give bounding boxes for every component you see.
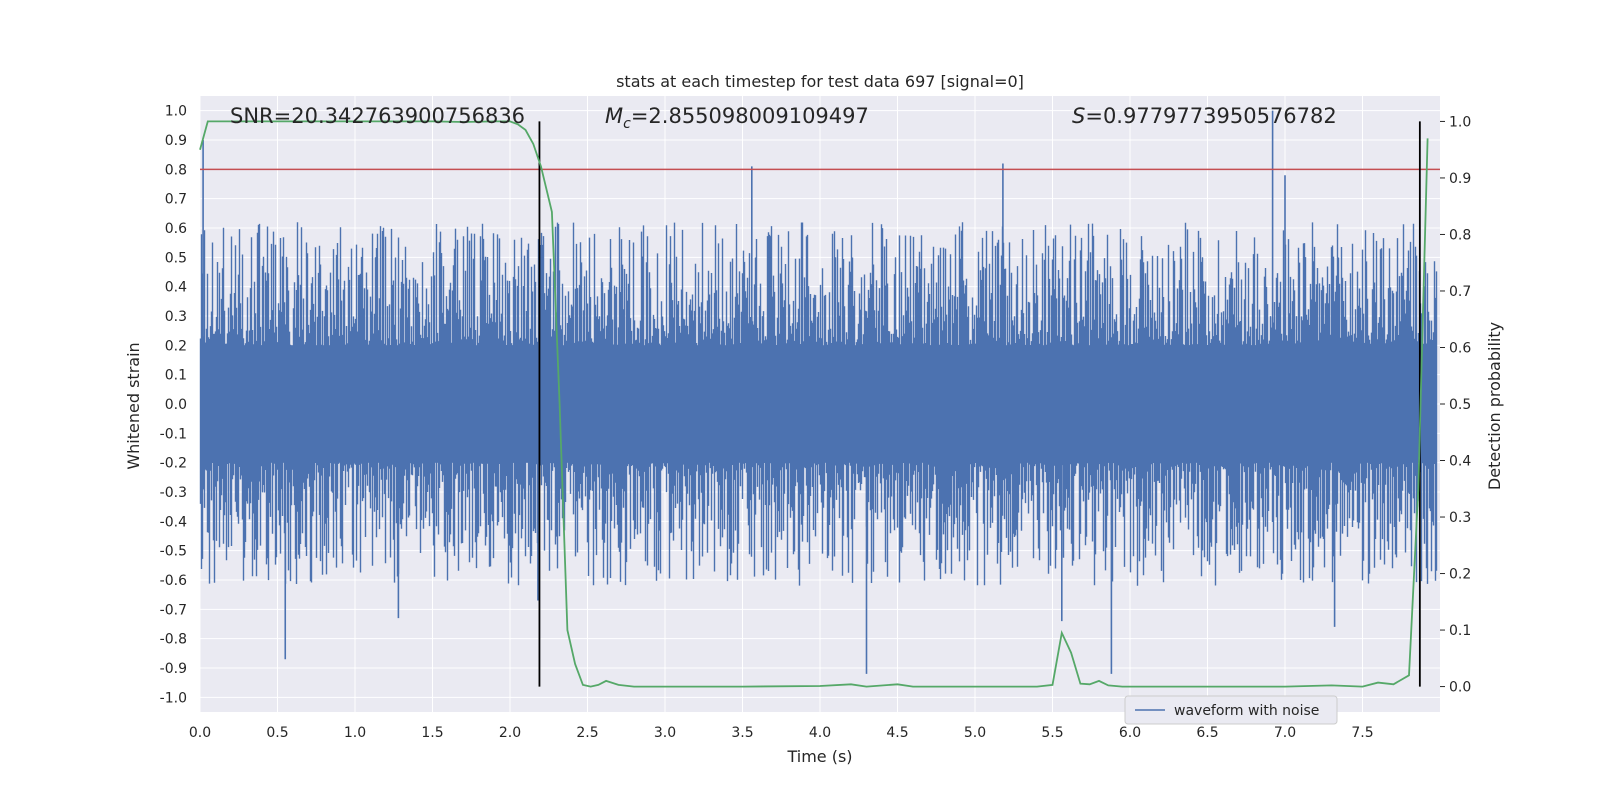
chirp-mass-symbol: M <box>605 104 623 128</box>
x-tick-label: 2.5 <box>576 725 598 741</box>
y-left-axis-label: Whitened strain <box>124 342 143 469</box>
y-left-tick-label: -0.2 <box>160 456 187 472</box>
x-tick-label: 0.5 <box>266 725 288 741</box>
y-left-tick-label: 0.7 <box>165 192 187 208</box>
x-axis-ticks: 0.0 0.5 1.0 1.5 2.0 2.5 3.0 3.5 4.0 4.5 5.0 5.5 6.0 6… <box>189 725 1374 741</box>
s-annotation: S=0.9779773950576782 <box>1072 104 1337 128</box>
chart-title: stats at each timestep for test data 697… <box>616 72 1024 91</box>
x-axis-label: Time (s) <box>786 747 852 766</box>
y-left-tick-label: -0.7 <box>160 602 187 618</box>
y-left-tick-label: -0.4 <box>160 514 187 530</box>
legend-box <box>1124 695 1338 725</box>
x-tick-label: 0.0 <box>189 725 211 741</box>
legend: waveform with noise <box>1124 695 1338 725</box>
y-right-tick-label: 0.4 <box>1449 454 1471 470</box>
legend-waveform-label: waveform with noise <box>1174 703 1319 719</box>
y-right-tick-label: 0.9 <box>1449 171 1471 187</box>
x-tick-label: 4.0 <box>809 725 831 741</box>
y-left-tick-label: -0.9 <box>160 661 187 677</box>
y-left-tick-label: -0.3 <box>160 485 187 501</box>
x-tick-label: 1.0 <box>344 725 366 741</box>
y-right-tick-label: 0.2 <box>1449 567 1471 583</box>
y-left-tick-label: 0.5 <box>165 250 187 266</box>
x-tick-label: 3.0 <box>654 725 676 741</box>
y-left-tick-label: -1.0 <box>160 690 187 706</box>
snr-annotation: SNR=20.342763900756836 <box>230 104 525 128</box>
probability-series <box>199 120 1429 688</box>
s-symbol: S <box>1072 104 1085 128</box>
x-tick-label: 7.5 <box>1351 725 1373 741</box>
y-left-tick-label: 0.6 <box>165 221 187 237</box>
chirp-mass-annotation: Mc=2.855098009109497 <box>605 104 869 132</box>
chirp-mass-value: =2.855098009109497 <box>631 104 869 128</box>
y-right-tick-label: 0.6 <box>1449 340 1471 356</box>
y-right-axis-label: Detection probability <box>1485 322 1504 490</box>
y-left-tick-label: 0.8 <box>165 162 187 178</box>
y-left-tick-label: -0.1 <box>160 426 187 442</box>
waveform-series <box>199 110 1438 674</box>
y-left-tick-label: 0.3 <box>165 309 187 325</box>
y-left-tick-label: -0.8 <box>160 632 187 648</box>
y-right-axis-ticks: 1.0 0.9 0.8 0.7 0.6 0.5 0.4 0.3 0.2 0.1 0.0 <box>1440 114 1471 696</box>
y-right-tick-label: 0.8 <box>1449 227 1471 243</box>
y-left-tick-label: 0.2 <box>165 338 187 354</box>
y-right-tick-label: 0.0 <box>1449 680 1471 696</box>
y-left-tick-label: 0.4 <box>165 280 187 296</box>
probability-line <box>199 120 1429 688</box>
x-tick-label: 6.0 <box>1119 725 1141 741</box>
y-left-tick-label: -0.6 <box>160 573 187 589</box>
x-tick-label: 6.5 <box>1196 725 1218 741</box>
y-left-tick-label: 0.9 <box>165 133 187 149</box>
y-left-tick-label: 0.1 <box>165 368 187 384</box>
x-tick-label: 3.5 <box>731 725 753 741</box>
x-tick-label: 5.5 <box>1041 725 1063 741</box>
x-tick-label: 1.5 <box>421 725 443 741</box>
y-right-tick-label: 0.1 <box>1449 623 1471 639</box>
y-left-tick-label: -0.5 <box>160 544 187 560</box>
s-value: =0.9779773950576782 <box>1085 104 1336 128</box>
y-right-tick-label: 1.0 <box>1449 114 1471 130</box>
y-right-tick-label: 0.5 <box>1449 397 1471 413</box>
x-tick-label: 2.0 <box>499 725 521 741</box>
x-tick-label: 4.5 <box>886 725 908 741</box>
y-right-tick-label: 0.7 <box>1449 284 1471 300</box>
y-right-tick-label: 0.3 <box>1449 510 1471 526</box>
x-tick-label: 5.0 <box>964 725 986 741</box>
y-left-axis-ticks: 1.0 0.9 0.8 0.7 0.6 0.5 0.4 0.3 0.2 0.1 0.0 -0.1 -0.… <box>160 104 187 707</box>
y-left-tick-label: 1.0 <box>165 104 187 120</box>
chirp-mass-subscript: c <box>623 116 631 132</box>
x-tick-label: 7.0 <box>1274 725 1296 741</box>
waveform-core-band <box>200 345 1437 463</box>
y-left-tick-label: 0.0 <box>165 397 187 413</box>
